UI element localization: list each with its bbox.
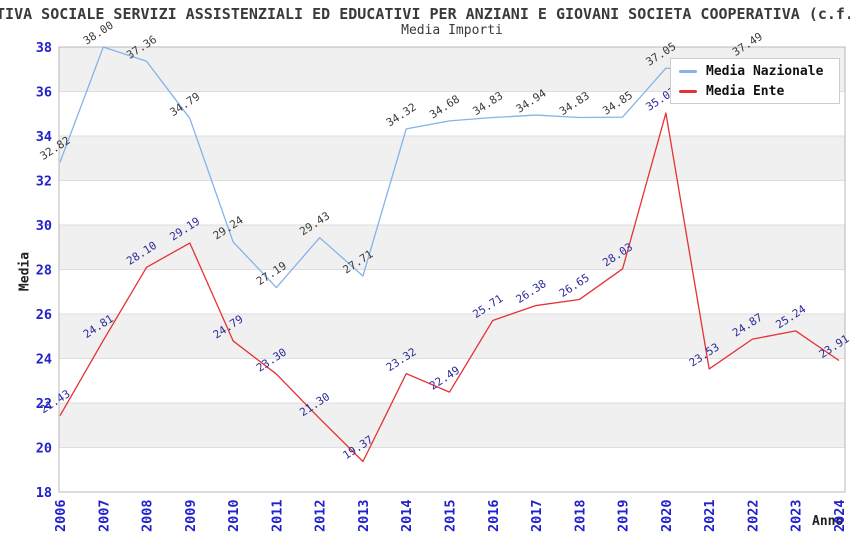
legend-item-media-nazionale: Media Nazionale	[679, 61, 831, 81]
x-tick-label: 2012	[313, 499, 329, 532]
grid-band	[59, 225, 845, 270]
x-tick-label: 2020	[659, 499, 675, 532]
chart-subtitle: Media Importi	[401, 23, 503, 38]
y-tick-label: 28	[36, 263, 52, 279]
grid-band	[59, 136, 845, 181]
x-tick-label: 2007	[96, 499, 112, 532]
y-tick-label: 34	[36, 129, 52, 145]
y-tick-label: 26	[36, 307, 52, 323]
x-tick-label: 2013	[356, 499, 372, 532]
legend-label-media-nazionale: Media Nazionale	[706, 63, 824, 79]
x-tick-label: 2011	[269, 499, 285, 532]
chart-title: TIVA SOCIALE SERVIZI ASSISTENZIALI ED ED…	[0, 5, 850, 23]
grid-band	[59, 403, 845, 448]
data-point-label: 34.68	[427, 92, 462, 121]
x-tick-label: 2024	[832, 499, 848, 532]
legend-item-media-ente: Media Ente	[679, 81, 831, 101]
x-axis-title: Anno	[812, 514, 844, 529]
x-tick-label: 2023	[789, 499, 805, 532]
data-point-label: 34.85	[600, 89, 635, 118]
legend-label-media-ente: Media Ente	[706, 83, 785, 99]
x-tick-label: 2008	[140, 499, 156, 532]
x-tick-label: 2015	[443, 499, 459, 532]
x-tick-label: 2019	[616, 499, 632, 532]
legend: Media Nazionale Media Ente	[670, 58, 840, 104]
data-point-label: 34.83	[470, 89, 505, 118]
grid-band	[59, 314, 845, 359]
data-point-label: 34.32	[384, 100, 419, 129]
y-tick-label: 18	[36, 485, 52, 501]
media-ente-line	[59, 112, 840, 463]
nazionale-line-swatch	[679, 69, 697, 73]
x-tick-label: 2021	[702, 499, 718, 532]
x-tick-label: 2022	[745, 499, 761, 532]
data-point-label: 34.79	[167, 90, 202, 119]
y-tick-label: 32	[36, 174, 52, 190]
x-tick-label: 2009	[183, 499, 199, 532]
data-point-label: 34.83	[557, 89, 592, 118]
x-tick-label: 2006	[53, 499, 69, 532]
x-tick-label: 2017	[529, 499, 545, 532]
y-tick-label: 30	[36, 218, 52, 234]
y-tick-label: 22	[36, 396, 52, 412]
data-point-label: 38.00	[81, 19, 116, 48]
y-tick-label: 20	[36, 441, 52, 457]
x-tick-label: 2010	[226, 499, 242, 532]
plot-border	[58, 46, 846, 493]
x-tick-label: 2016	[486, 499, 502, 532]
x-tick-label: 2018	[572, 499, 588, 532]
data-point-label: 26.65	[557, 271, 592, 300]
y-tick-label: 24	[36, 352, 52, 368]
data-point-label: 22.49	[427, 364, 462, 393]
data-point-label: 26.38	[514, 277, 549, 306]
y-tick-label: 38	[36, 40, 52, 56]
x-tick-label: 2014	[399, 499, 415, 532]
ente-line-swatch	[679, 89, 697, 93]
y-tick-label: 36	[36, 85, 52, 101]
